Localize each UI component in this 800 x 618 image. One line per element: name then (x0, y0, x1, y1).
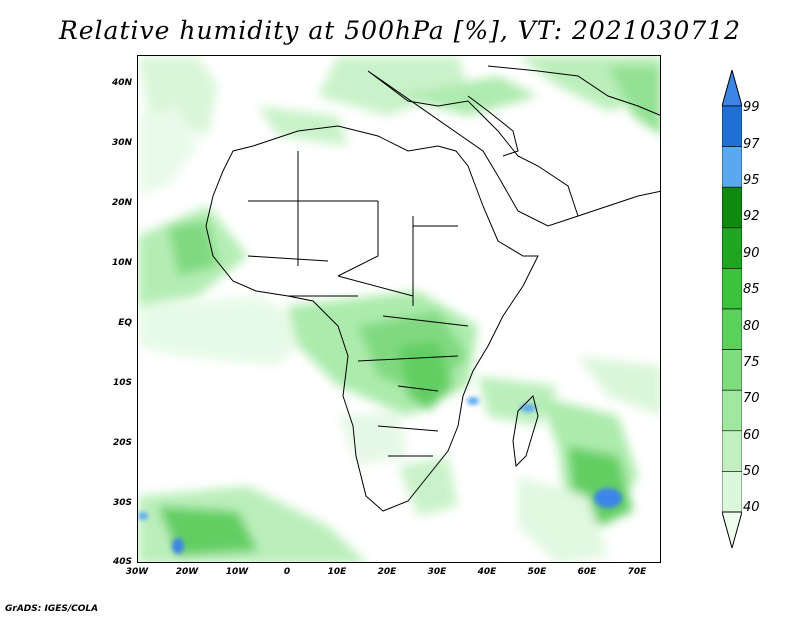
colorbar-segment (722, 146, 742, 188)
colorbar-label: 75 (743, 355, 760, 370)
x-tick-label: 60E (577, 567, 597, 577)
colorbar-segment (722, 105, 742, 147)
x-tick-label: 30W (125, 567, 149, 577)
colorbar-label: 95 (743, 173, 760, 188)
chart-title: Relative humidity at 500hPa [%], VT: 202… (58, 16, 742, 45)
colorbar-segment (722, 471, 742, 513)
colorbar-segment (722, 268, 742, 310)
x-tick-label: 10E (327, 567, 347, 577)
colorbar-segment (722, 70, 742, 107)
colorbar-label: 40 (743, 500, 760, 515)
humidity-high (138, 397, 622, 554)
colorbar-label: 90 (743, 246, 760, 261)
colorbar-segment (722, 349, 742, 391)
y-tick-label: 40S (112, 557, 132, 567)
colorbar-label: 92 (743, 209, 760, 224)
humidity-field (138, 56, 660, 562)
x-tick-label: 50E (527, 567, 547, 577)
colorbar-label: 99 (743, 100, 760, 115)
y-tick-label: 40N (111, 78, 132, 88)
y-tick-label: EQ (118, 318, 132, 328)
colorbar-segment (722, 511, 742, 548)
colorbar-label: 80 (743, 319, 760, 334)
colorbar-segment (722, 308, 742, 350)
colorbar-segment (722, 186, 742, 229)
x-tick-label: 20E (377, 567, 397, 577)
x-tick-label: 30E (427, 567, 447, 577)
y-tick-label: 10N (111, 258, 132, 268)
colorbar-label: 85 (743, 282, 760, 297)
y-tick-label: 10S (112, 378, 132, 388)
colorbar-label: 97 (743, 137, 760, 152)
coastlines (205, 65, 660, 512)
colorbar-label: 70 (743, 391, 760, 406)
x-tick-label: 70E (627, 567, 647, 577)
x-tick-label: 10W (225, 567, 249, 577)
colorbar-label: 50 (743, 464, 760, 479)
colorbar-segment (722, 227, 742, 269)
map-canvas (138, 56, 660, 562)
colorbar-segment (722, 430, 742, 472)
colorbar (722, 70, 742, 548)
y-tick-label: 20S (112, 438, 132, 448)
y-tick-label: 30S (112, 498, 132, 508)
map-plot-area (137, 55, 661, 563)
credit-text: GrADS: IGES/COLA (5, 604, 99, 614)
y-tick-label: 20N (111, 198, 132, 208)
colorbar-label: 60 (743, 428, 760, 443)
colorbar-segment (722, 389, 742, 432)
y-tick-label: 30N (111, 138, 132, 148)
x-tick-label: 40E (477, 567, 497, 577)
x-tick-label: 20W (175, 567, 199, 577)
x-tick-label: 0 (283, 567, 291, 577)
